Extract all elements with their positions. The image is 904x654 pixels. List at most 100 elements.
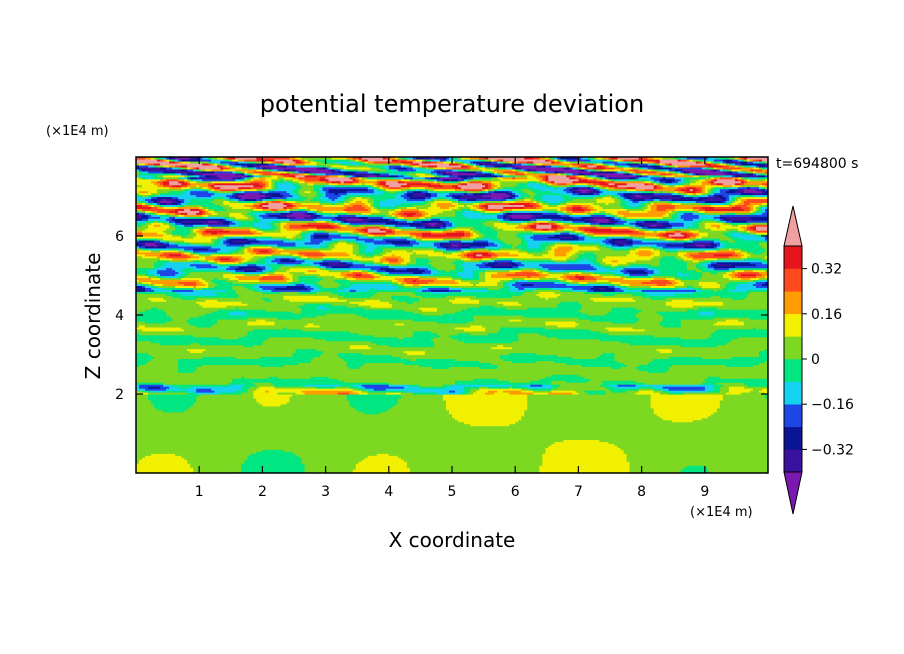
contour-cell [623, 214, 664, 217]
contour-cell [758, 166, 763, 170]
contour-cell [295, 392, 306, 395]
contour-cell [181, 164, 188, 168]
contour-cell [235, 196, 239, 200]
contour-cell [626, 457, 768, 460]
contour-cell [728, 386, 745, 389]
contour-cell [139, 384, 164, 387]
contour-cell [301, 194, 318, 198]
contour-cell [548, 176, 570, 180]
contour-cell [223, 220, 230, 223]
contour-cell [701, 417, 768, 421]
contour-cell [527, 243, 540, 247]
contour-cell [578, 392, 589, 395]
contour-cell [355, 253, 366, 257]
contour-cell [560, 301, 579, 304]
contour-cell [494, 172, 498, 176]
contour-cell [734, 174, 742, 178]
contour-cell [157, 174, 164, 178]
contour-cell [406, 194, 414, 198]
contour-cell [455, 358, 504, 362]
contour-cell [298, 255, 303, 259]
contour-cell [656, 348, 673, 352]
contour-cell [656, 237, 667, 241]
contour-cell [358, 178, 366, 182]
contour-cell [578, 259, 592, 263]
contour-cell [421, 236, 462, 239]
contour-cell [217, 249, 230, 253]
contour-cell [247, 170, 254, 174]
contour-cell [307, 206, 348, 209]
contour-cell [232, 170, 236, 174]
contour-cell [548, 158, 552, 162]
contour-cell [710, 271, 718, 275]
contour-cell [545, 269, 552, 273]
contour-cell [569, 249, 579, 253]
contour-cell [644, 328, 718, 332]
contour-cell [728, 204, 736, 207]
contour-cell [602, 164, 607, 168]
contour-cell [683, 245, 700, 249]
contour-cell [358, 332, 414, 336]
contour-cell [394, 210, 402, 213]
contour-cell [259, 176, 267, 180]
contour-cell [551, 382, 604, 385]
contour-cell [151, 277, 161, 281]
contour-cell [388, 186, 402, 190]
contour-cell [136, 433, 768, 437]
contour-cell [632, 200, 640, 204]
contour-cell [536, 216, 573, 219]
contour-cell [485, 275, 492, 279]
contour-cell [214, 291, 236, 294]
contour-cell [217, 277, 230, 281]
contour-cell [319, 178, 330, 182]
contour-cell [548, 182, 552, 186]
contour-cell [515, 194, 519, 198]
contour-cell [226, 237, 230, 241]
contour-cell [662, 186, 679, 190]
contour-cell [214, 208, 227, 211]
contour-cell [527, 168, 531, 172]
contour-cell [241, 469, 306, 472]
contour-cell [445, 224, 453, 227]
contour-cell [533, 283, 567, 286]
contour-cell [608, 188, 628, 192]
contour-cell [406, 214, 414, 217]
contour-cell [136, 413, 453, 417]
contour-cell [644, 228, 649, 231]
contour-cell [163, 409, 185, 413]
contour-cell [548, 228, 558, 231]
contour-cell [581, 204, 592, 207]
contour-cell [214, 239, 221, 243]
contour-cell [596, 160, 604, 164]
contour-cell [334, 168, 342, 172]
contour-cell [277, 245, 312, 249]
contour-cell [746, 251, 754, 255]
contour-cell [677, 182, 685, 186]
contour-cell [394, 267, 408, 271]
contour-cell [473, 271, 480, 275]
contour-cell [473, 315, 525, 318]
contour-cell [142, 184, 158, 188]
contour-cell [223, 200, 230, 204]
contour-cell [376, 186, 381, 190]
contour-cell [740, 226, 748, 229]
contour-cell [527, 275, 531, 279]
contour-cell [202, 281, 209, 284]
contour-cell [560, 293, 604, 296]
contour-cell [415, 172, 426, 176]
contour-cell [322, 210, 348, 213]
contour-cell [509, 192, 513, 196]
contour-cell [725, 212, 736, 215]
contour-cell [163, 164, 170, 168]
contour-cell [719, 295, 748, 298]
contour-cell [665, 283, 676, 286]
contour-cell [229, 382, 254, 385]
contour-cell [265, 192, 282, 196]
contour-cell [536, 162, 543, 166]
contour-cell [208, 186, 212, 190]
contour-cell [250, 251, 257, 255]
contour-cell [358, 245, 369, 249]
contour-cell [208, 182, 215, 186]
contour-cell [602, 174, 607, 178]
contour-cell [370, 212, 390, 215]
